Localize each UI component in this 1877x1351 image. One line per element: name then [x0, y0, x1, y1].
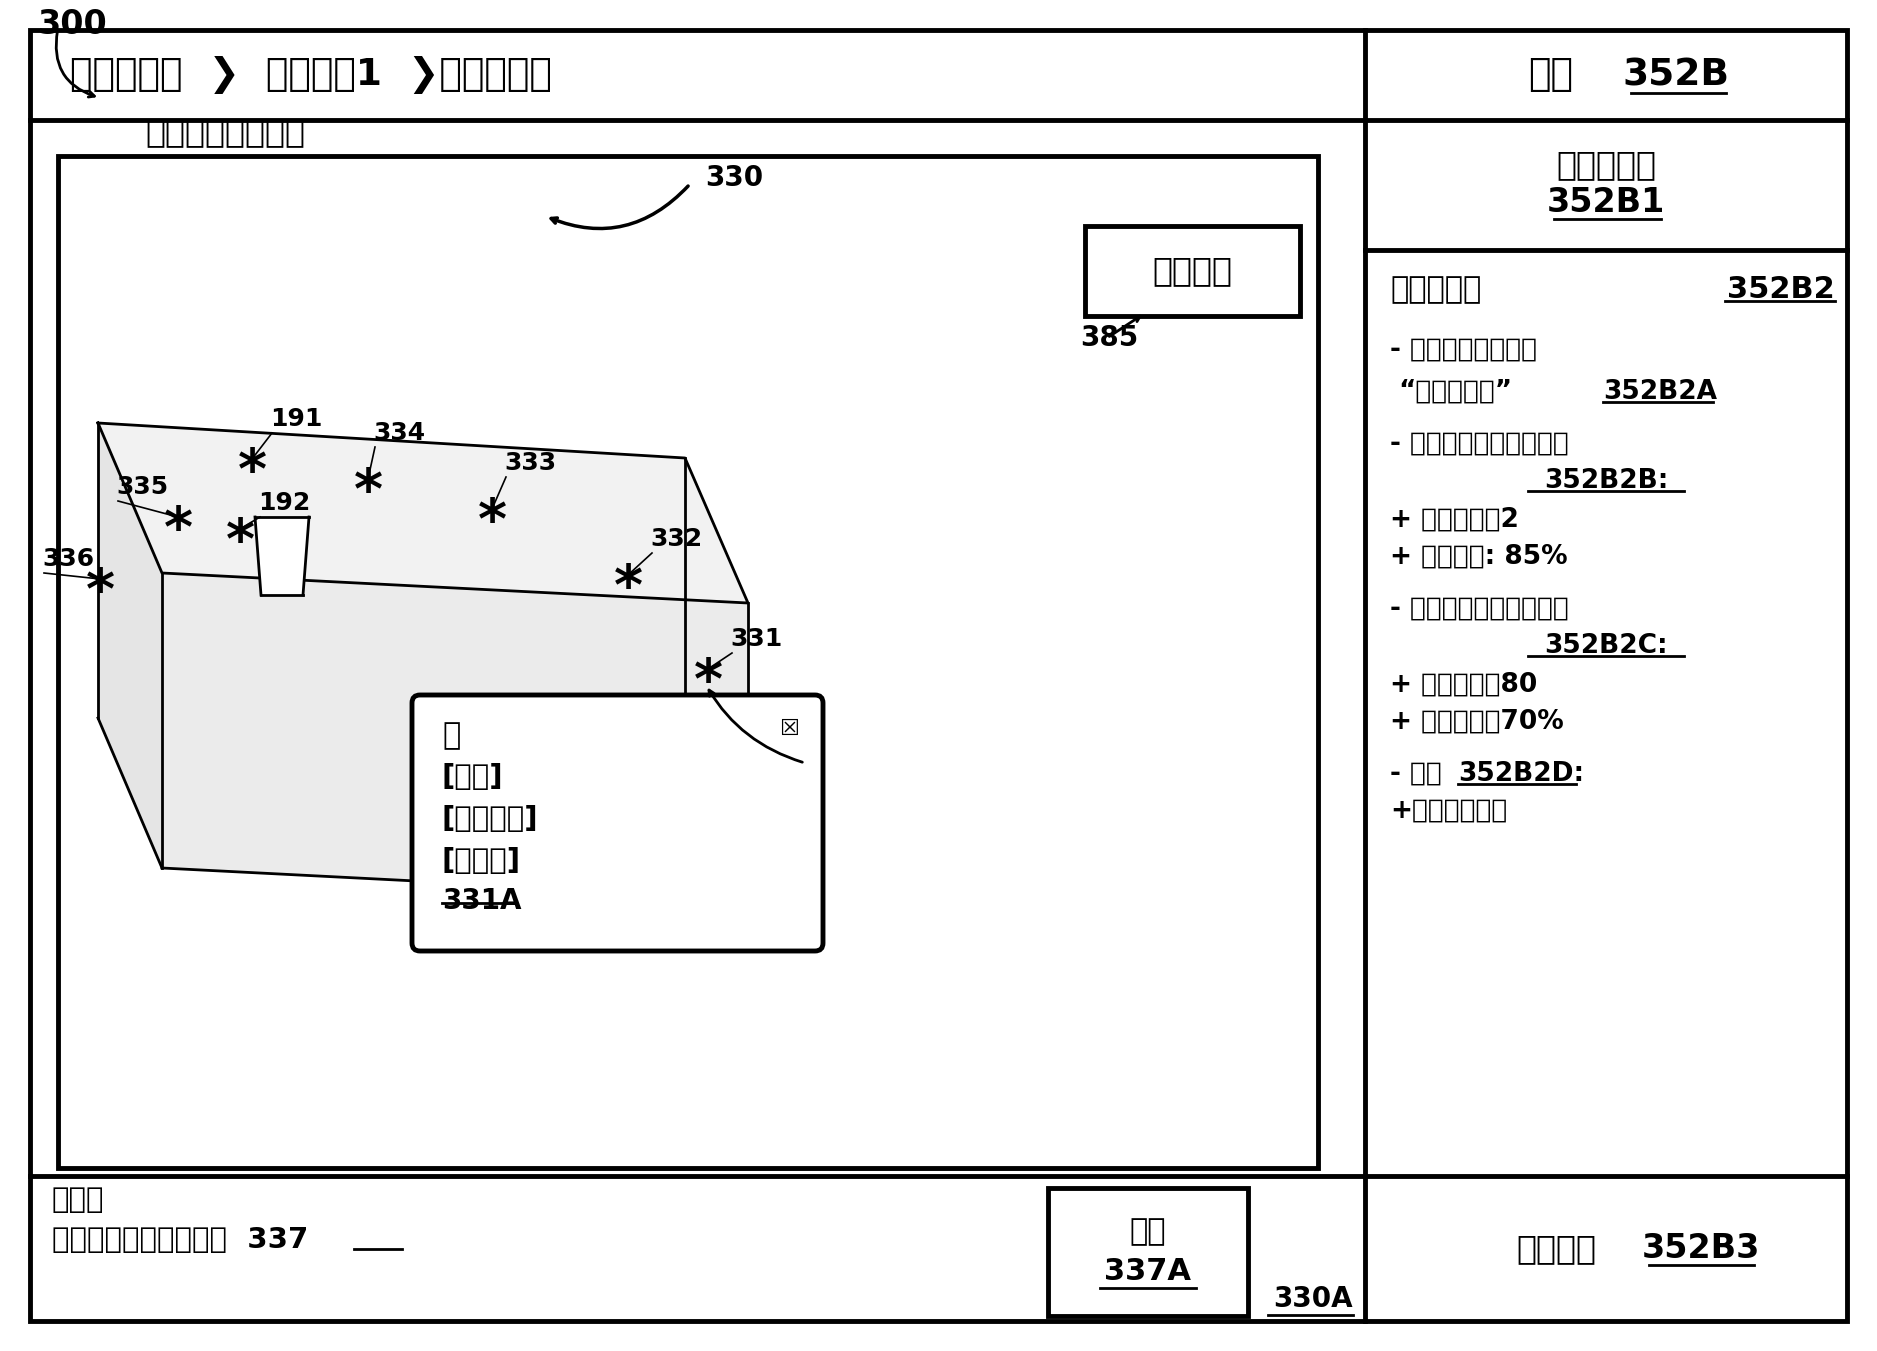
Text: 人演示模式: 人演示模式 [1556, 149, 1656, 181]
Text: 385: 385 [1079, 324, 1137, 353]
Text: 干预机器人任务的执行  337: 干预机器人任务的执行 337 [53, 1225, 308, 1254]
Text: 机器人平台  ❯  控制策略1  ❯半自主模式: 机器人平台 ❯ 控制策略1 ❯半自主模式 [69, 55, 552, 95]
Text: +更多组合任务: +更多组合任务 [1391, 798, 1507, 824]
Bar [775, 715, 803, 743]
Text: *: * [225, 516, 255, 570]
Text: 352B2D:: 352B2D: [1458, 761, 1584, 788]
Text: - 当前机器人任务：: - 当前机器人任务： [1391, 336, 1537, 363]
Text: 333: 333 [505, 451, 556, 476]
Text: 330A: 330A [1273, 1285, 1353, 1313]
Polygon shape [98, 423, 161, 867]
Text: *: * [237, 446, 267, 500]
Bar [1085, 226, 1301, 316]
Text: 332: 332 [649, 527, 702, 551]
Text: 331: 331 [730, 627, 783, 651]
Text: 352B1: 352B1 [1547, 186, 1665, 219]
Text: *: * [163, 504, 193, 558]
Text: + 人为干预：80: + 人为干预：80 [1391, 671, 1537, 698]
Polygon shape [98, 423, 749, 603]
Text: 模式: 模式 [1528, 57, 1573, 93]
Text: 352B2: 352B2 [1727, 276, 1836, 304]
Text: 191: 191 [270, 407, 323, 431]
Polygon shape [161, 573, 749, 898]
Text: 细化策略: 细化策略 [1152, 254, 1233, 288]
Text: 352B: 352B [1622, 57, 1729, 93]
Text: [臂値]: [臂値] [441, 763, 503, 790]
Text: 331A: 331A [441, 888, 522, 915]
Bar [1047, 1188, 1248, 1316]
Text: 300: 300 [38, 8, 107, 41]
Text: 335: 335 [116, 476, 169, 499]
Text: 330: 330 [706, 163, 764, 192]
Text: 192: 192 [257, 490, 310, 515]
Text: - 当前机器人任务的执行: - 当前机器人任务的执行 [1391, 431, 1569, 457]
Text: - 推荐: - 推荐 [1391, 761, 1451, 788]
Text: + 自主控制: 85%: + 自主控制: 85% [1391, 544, 1567, 570]
Text: - 历史机器人任务的执行: - 历史机器人任务的执行 [1391, 596, 1569, 621]
Text: 337A: 337A [1104, 1258, 1192, 1286]
Text: + 人为干预：2: + 人为干预：2 [1391, 507, 1518, 534]
Text: [夹持器値]: [夹持器値] [441, 805, 539, 834]
Text: *: * [614, 562, 642, 616]
Text: 352B2A: 352B2A [1603, 380, 1717, 405]
Text: [基座値]: [基座値] [441, 847, 522, 875]
Bar [58, 155, 1318, 1169]
Text: *: * [86, 566, 114, 620]
Text: 提示：: 提示： [53, 1186, 105, 1215]
Text: 値: 値 [441, 721, 460, 750]
Text: *: * [477, 496, 507, 550]
Text: 352B2B:: 352B2B: [1543, 467, 1669, 494]
FancyBboxPatch shape [411, 694, 822, 951]
Polygon shape [255, 517, 310, 594]
Text: 半自主机器人任务: 半自主机器人任务 [145, 115, 304, 149]
Text: *: * [693, 657, 723, 711]
Text: 半自主模式: 半自主模式 [1391, 276, 1481, 304]
Text: “去拿起杯子”: “去拿起杯子” [1398, 380, 1513, 405]
Text: 自主模式: 自主模式 [1517, 1232, 1595, 1265]
Text: 336: 336 [41, 547, 94, 571]
Text: 352B3: 352B3 [1642, 1232, 1761, 1265]
Text: 352B2C:: 352B2C: [1545, 634, 1669, 659]
Text: 无视: 无视 [1130, 1217, 1166, 1247]
Text: 334: 334 [374, 422, 424, 444]
Text: *: * [353, 466, 383, 520]
Text: + 自主控制：70%: + 自主控制：70% [1391, 709, 1564, 735]
Text: ☒: ☒ [779, 719, 800, 739]
